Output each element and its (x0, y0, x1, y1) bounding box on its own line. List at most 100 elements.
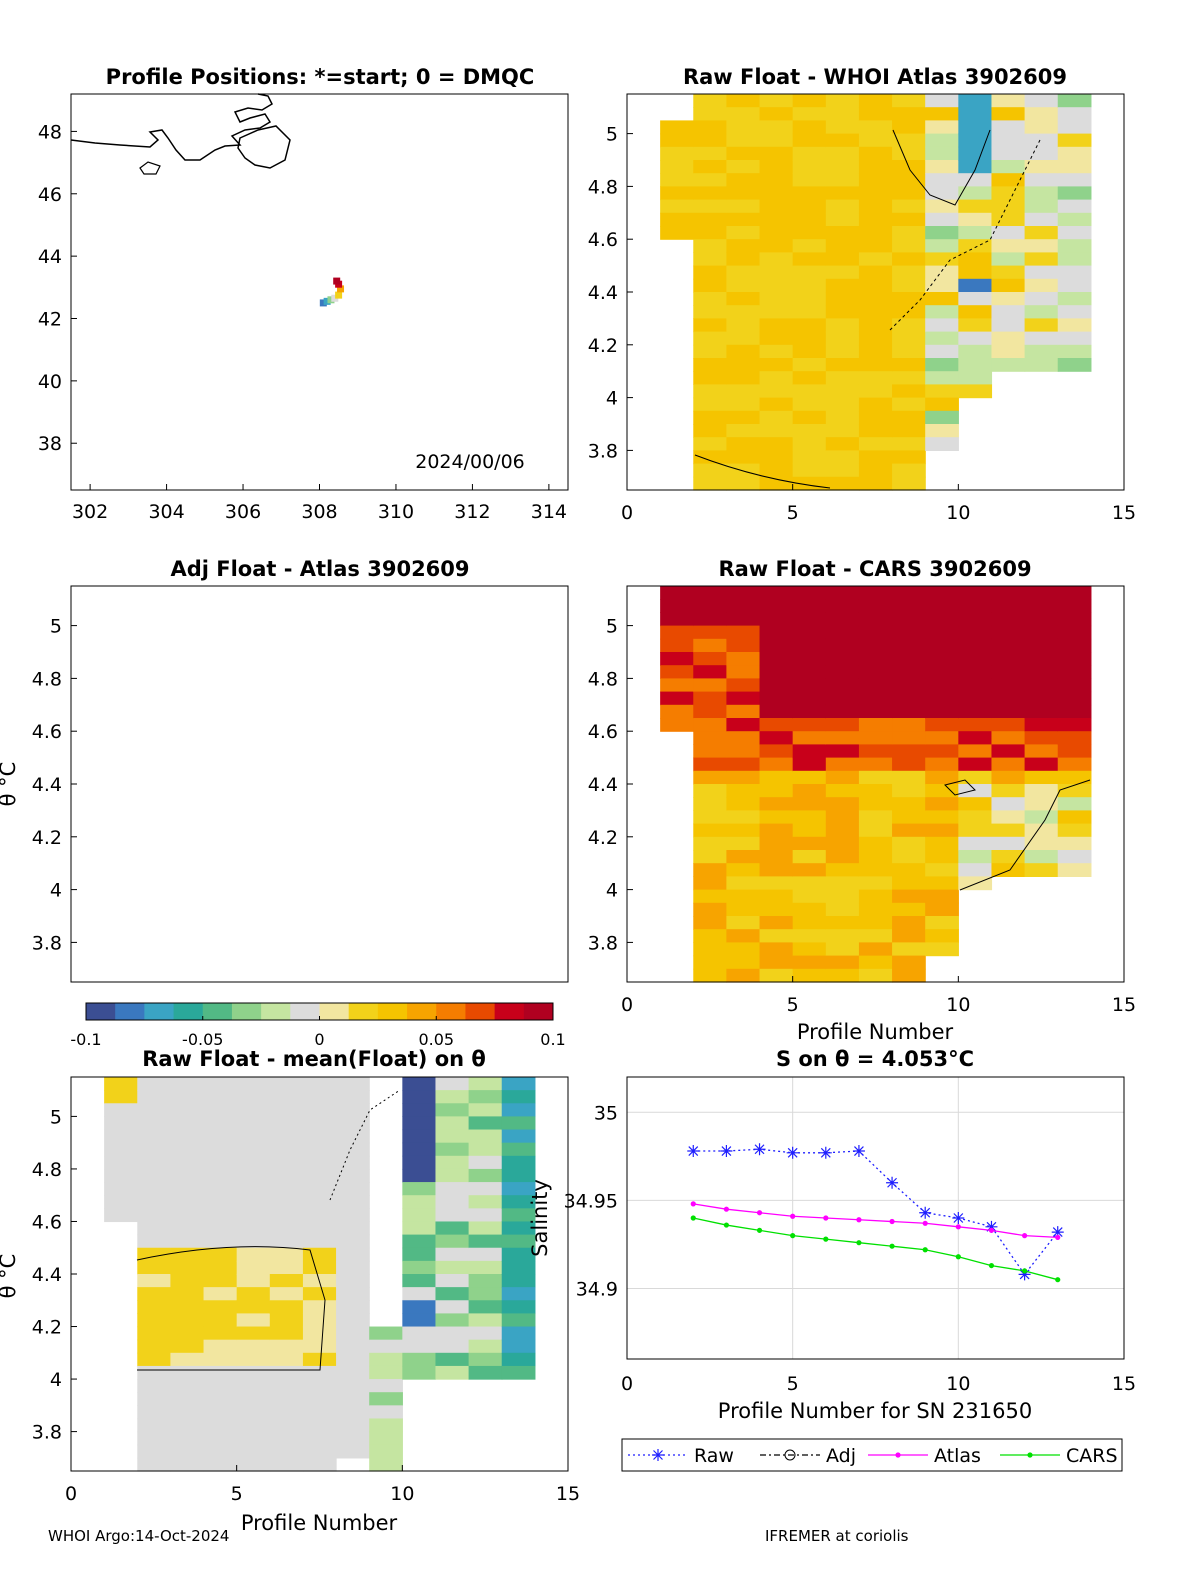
whoi-title: Raw Float - WHOI Atlas 3902609 (683, 65, 1067, 89)
adj-title: Adj Float - Atlas 3902609 (170, 557, 469, 581)
cars-ytick-label: 4.4 (588, 774, 618, 796)
whoi-cell (726, 344, 761, 359)
adj-ticks: 3.8 4 4.2 4.4 4.6 4.8 5 (32, 616, 77, 954)
cars-cell (892, 704, 926, 719)
mean-cell (203, 1260, 238, 1275)
mean-cell (137, 1129, 171, 1144)
salinity-ytick-label: 34.95 (564, 1190, 618, 1212)
mean-cell (203, 1392, 238, 1406)
mean-cell (302, 1077, 337, 1091)
cars-cell (925, 704, 959, 719)
mean-cell (435, 1182, 470, 1196)
cars-cell (759, 757, 794, 772)
mean-cell (137, 1379, 171, 1393)
whoi-cell (1024, 146, 1059, 161)
mean-cell (104, 1182, 138, 1196)
colorbar-swatch (144, 1003, 175, 1020)
cars-cell (925, 889, 959, 904)
whoi-cell (958, 133, 993, 148)
cars-cell (1024, 652, 1059, 666)
mean-cell (501, 1142, 536, 1157)
cars-cell (693, 863, 727, 877)
mean-cell (435, 1326, 470, 1341)
colorbar-tick-label: 0.05 (418, 1030, 454, 1049)
whoi-cell (858, 107, 893, 121)
whoi-cell (693, 226, 727, 240)
map-xtick-label: 314 (531, 501, 567, 523)
whoi-cell (1057, 212, 1092, 227)
island-path (237, 125, 291, 169)
cars-cell (726, 810, 761, 825)
mean-cell (402, 1129, 437, 1144)
whoi-cell (792, 463, 827, 478)
cars-cell (991, 652, 1026, 666)
whoi-cell (892, 199, 926, 214)
cars-cell (693, 691, 727, 706)
cars-cell (892, 691, 926, 706)
mean-cell (170, 1431, 205, 1446)
whoi-cell (726, 94, 761, 108)
cars-cell (892, 744, 926, 759)
cars-cell (1057, 731, 1092, 745)
cars-cell (858, 638, 893, 653)
mean-cell (468, 1326, 503, 1341)
cars-cell (792, 731, 827, 745)
mean-cell (302, 1103, 337, 1117)
salinity-xtick-label: 0 (621, 1373, 633, 1395)
cars-cell (726, 612, 761, 627)
mean-cell (170, 1221, 205, 1236)
cars-cell (958, 652, 993, 666)
whoi-cell (892, 305, 926, 319)
mean-cell (369, 1457, 403, 1472)
mean-cell (302, 1142, 337, 1157)
mean-cell (402, 1274, 437, 1288)
atlas-legend-label: Atlas (934, 1445, 981, 1467)
map-ytick-label: 44 (38, 246, 62, 268)
profile-marker (331, 294, 339, 302)
whoi-cell (892, 120, 926, 135)
whoi-cell (958, 186, 993, 201)
cars-cell (1024, 744, 1059, 759)
whoi-cell (726, 212, 761, 227)
whoi-cell (858, 239, 893, 253)
mean-cell (236, 1155, 271, 1170)
cars-cell (858, 731, 893, 745)
mean-cell (269, 1195, 304, 1209)
cars-cell (792, 586, 827, 600)
cars-cell (1057, 810, 1092, 825)
cars-cell (825, 678, 860, 693)
cars-cell (925, 902, 959, 917)
cars-cell (925, 810, 959, 825)
whoi-cell (825, 278, 860, 293)
adj-ytick-label: 3.8 (32, 932, 62, 954)
mean-cell (236, 1142, 271, 1157)
mean-cell (369, 1365, 403, 1380)
cars-cell (825, 744, 860, 759)
mean-cell (302, 1405, 337, 1420)
whoi-cell (1057, 318, 1092, 333)
mean-cell (170, 1444, 205, 1459)
whoi-cell (1024, 94, 1059, 108)
map-ticks: 302 304 306 308 310 312 314 38 40 42 44 46 48 (38, 121, 567, 523)
whoi-cell (958, 120, 993, 135)
whoi-cell (991, 331, 1026, 346)
cars-cell (858, 836, 893, 851)
mean-cell (269, 1379, 304, 1393)
mean-cell (203, 1313, 238, 1328)
mean-cell (170, 1116, 205, 1131)
mean-cell (137, 1287, 171, 1301)
atlas-point (856, 1217, 862, 1223)
whoi-cell (759, 476, 794, 491)
mean-cell (170, 1195, 205, 1209)
whoi-cell (958, 305, 993, 319)
raw-point (886, 1176, 899, 1189)
colorbar-swatch (231, 1003, 262, 1020)
whoi-cell (825, 344, 860, 359)
cars-cell (759, 586, 794, 600)
mean-cell (402, 1326, 437, 1341)
whoi-cell (1024, 107, 1059, 121)
mean-cell (336, 1103, 370, 1117)
whoi-cell (660, 173, 694, 187)
whoi-cell (892, 146, 926, 161)
cars-cell (1057, 678, 1092, 693)
